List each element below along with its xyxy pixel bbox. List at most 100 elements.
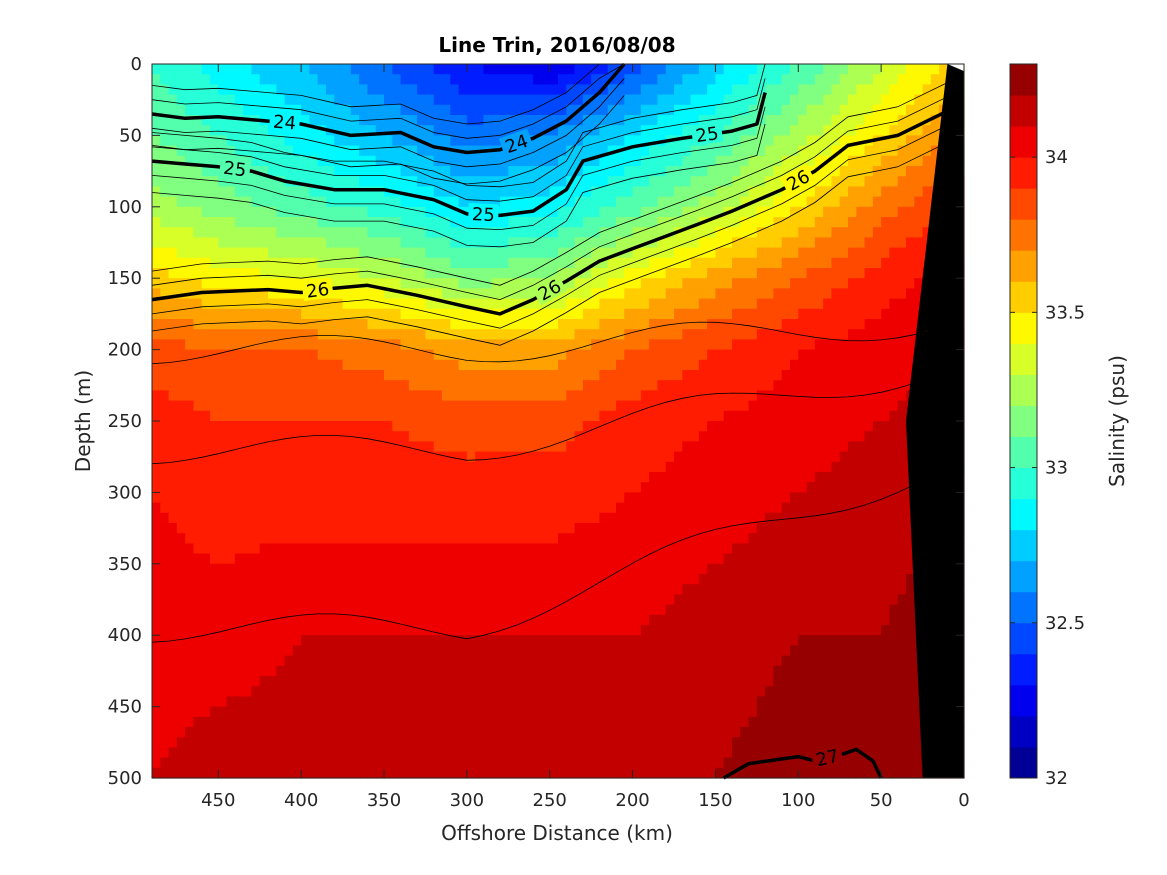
field-cell — [848, 410, 857, 422]
field-cell — [715, 349, 725, 361]
field-cell — [491, 84, 501, 96]
field-cell — [831, 400, 841, 412]
field-cell — [243, 74, 253, 85]
field-cell — [906, 196, 915, 208]
field-cell — [790, 502, 799, 514]
field-cell — [864, 349, 874, 361]
field-cell — [251, 64, 261, 75]
field-cell — [748, 247, 758, 259]
field-cell — [607, 247, 617, 259]
field-cell — [160, 380, 170, 391]
field-cell — [591, 115, 601, 126]
field-cell — [491, 257, 501, 269]
field-cell — [715, 543, 725, 555]
field-cell — [168, 329, 178, 340]
field-cell — [897, 298, 907, 310]
field-cell — [922, 227, 932, 238]
field-cell — [781, 563, 791, 575]
field-cell — [475, 94, 485, 106]
field-cell — [210, 145, 219, 157]
field-cell — [475, 533, 485, 544]
field-cell — [814, 370, 824, 381]
field-cell — [599, 288, 609, 300]
field-cell — [624, 166, 634, 177]
field-cell — [591, 206, 601, 218]
field-cell — [524, 74, 534, 85]
field-cell — [450, 421, 460, 432]
field-cell — [624, 461, 634, 473]
field-cell — [649, 237, 659, 249]
field-cell — [268, 431, 277, 442]
field-cell — [831, 186, 841, 198]
field-cell — [624, 472, 634, 483]
field-cell — [839, 206, 849, 218]
field-cell — [599, 104, 609, 116]
field-cell — [226, 125, 236, 136]
field-cell — [798, 206, 808, 218]
field-cell — [384, 512, 393, 524]
field-cell — [872, 502, 882, 514]
field-cell — [698, 563, 708, 575]
field-cell — [806, 543, 816, 555]
field-cell — [193, 349, 203, 361]
field-cell — [541, 563, 551, 575]
field-cell — [748, 390, 758, 402]
field-cell — [309, 319, 319, 330]
field-cell — [574, 533, 584, 544]
field-cell — [425, 176, 435, 187]
field-cell — [806, 227, 816, 238]
field-cell — [649, 523, 659, 534]
field-cell — [765, 278, 775, 289]
field-cell — [599, 278, 609, 289]
field-cell — [748, 441, 758, 453]
field-cell — [715, 268, 725, 279]
field-cell — [284, 543, 294, 555]
field-cell — [748, 472, 758, 483]
field-cell — [268, 176, 277, 187]
field-cell — [500, 359, 509, 371]
field-cell — [168, 268, 178, 279]
field-cell — [533, 196, 543, 208]
field-cell — [152, 196, 161, 208]
field-cell — [400, 186, 410, 198]
field-cell — [450, 563, 460, 575]
field-cell — [425, 563, 435, 575]
field-cell — [848, 400, 857, 412]
field-cell — [632, 278, 642, 289]
field-cell — [466, 349, 476, 361]
field-cell — [881, 349, 891, 361]
field-cell — [690, 319, 700, 330]
field-cell — [715, 512, 725, 524]
field-cell — [632, 400, 642, 412]
field-cell — [558, 339, 567, 351]
field-cell — [723, 329, 733, 340]
field-cell — [748, 370, 758, 381]
field-cell — [541, 502, 551, 514]
field-cell — [251, 441, 261, 453]
field-cell — [549, 74, 559, 85]
field-cell — [740, 563, 750, 575]
field-cell — [748, 278, 758, 289]
field-cell — [251, 268, 261, 279]
field-cell — [765, 257, 775, 269]
field-cell — [674, 523, 683, 534]
field-cell — [342, 196, 352, 208]
field-cell — [442, 472, 451, 483]
field-cell — [897, 257, 907, 269]
field-cell — [889, 502, 899, 514]
field-cell — [682, 461, 692, 473]
field-cell — [723, 94, 733, 106]
field-cell — [848, 451, 857, 463]
field-cell — [591, 217, 601, 228]
field-cell — [864, 472, 874, 483]
field-cell — [616, 349, 625, 361]
field-cell — [218, 349, 228, 361]
field-cell — [500, 227, 509, 238]
field-cell — [640, 410, 650, 422]
field-cell — [152, 166, 161, 177]
field-cell — [566, 512, 576, 524]
field-cell — [906, 543, 915, 555]
field-cell — [201, 359, 211, 371]
field-cell — [500, 400, 509, 412]
field-cell — [922, 145, 932, 157]
